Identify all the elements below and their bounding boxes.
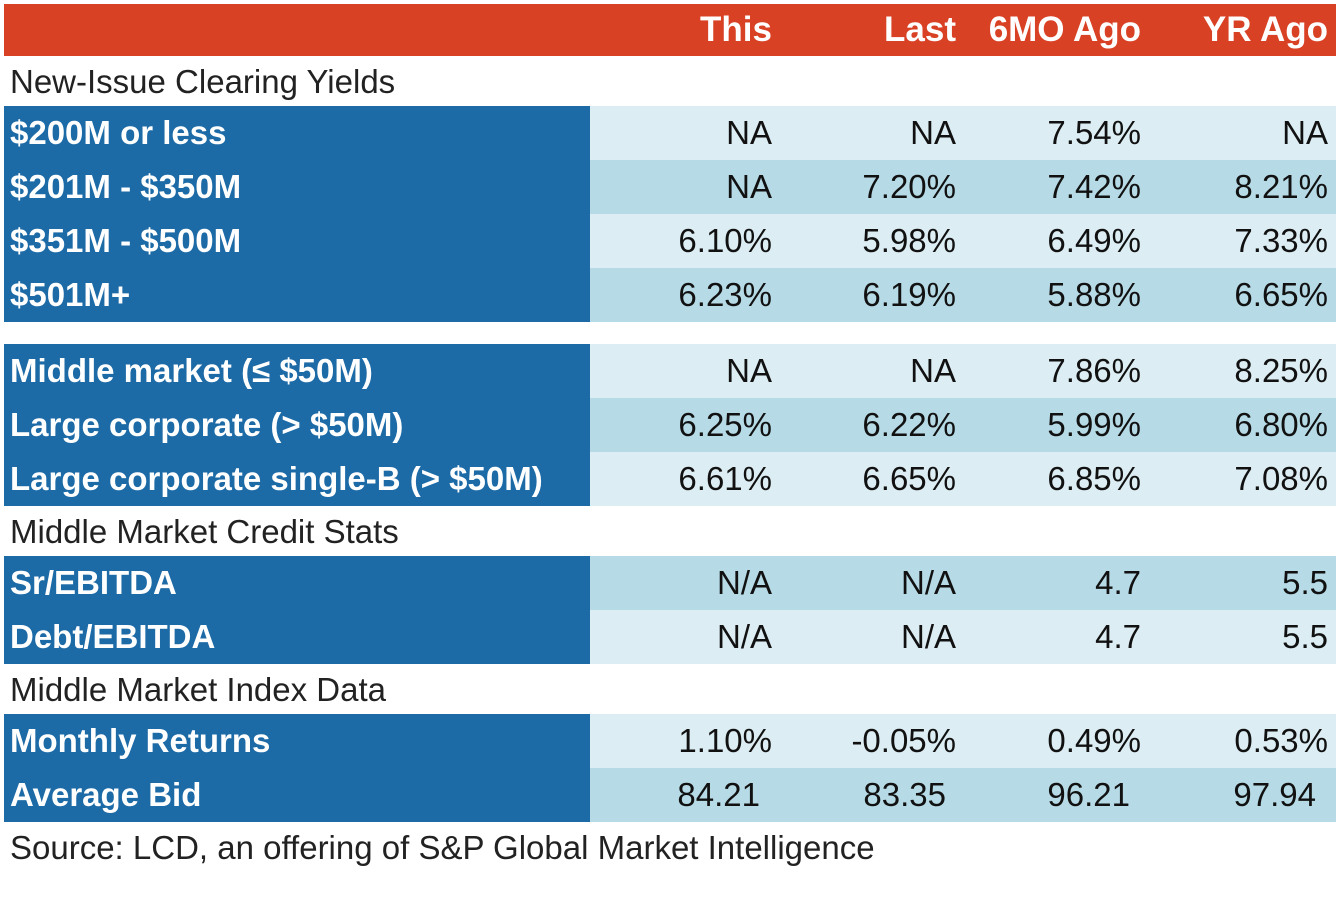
- cell-this-week: 84.21: [677, 776, 760, 813]
- cell-last-week: NA: [910, 114, 956, 151]
- cell-this-week: 6.61%: [678, 460, 772, 497]
- cell-yr-ago: 6.65%: [1234, 276, 1328, 313]
- row-label: $201M - $350M: [4, 160, 590, 214]
- table-row: Debt/EBITDA N/A N/A 4.7 5.5: [4, 610, 1336, 664]
- cell-6mo-ago: 96.21: [1047, 776, 1130, 813]
- cell-last-week: N/A: [900, 564, 956, 601]
- cell-last-week: NA: [910, 352, 956, 389]
- cell-last-week: 5.98%: [862, 222, 956, 259]
- cell-6mo-ago: 6.85%: [1047, 460, 1141, 497]
- column-header-last-week: Last Week: [865, 10, 956, 101]
- row-values: N/A N/A 4.7 5.5: [590, 610, 1336, 664]
- cell-yr-ago: 8.25%: [1234, 352, 1328, 389]
- cell-6mo-ago: 7.42%: [1047, 168, 1141, 205]
- section-title-text: New-Issue Clearing Yields: [10, 63, 396, 100]
- cell-6mo-ago: 4.7: [1095, 564, 1141, 601]
- cell-this-week: NA: [726, 168, 772, 205]
- column-header-this-week: This Week: [681, 10, 772, 101]
- table-row: Average Bid 84.21 83.35 96.21 97.94: [4, 768, 1336, 822]
- row-values: NA NA 7.86% 8.25%: [590, 344, 1336, 398]
- cell-this-week: 6.23%: [678, 276, 772, 313]
- cell-6mo-ago: 7.54%: [1047, 114, 1141, 151]
- cell-6mo-ago: 5.99%: [1047, 406, 1141, 443]
- cell-yr-ago: 8.21%: [1234, 168, 1328, 205]
- cell-yr-ago: NA: [1282, 114, 1328, 151]
- row-label: $200M or less: [4, 106, 590, 160]
- cell-last-week: -0.05%: [851, 722, 956, 759]
- row-values: 1.10% -0.05% 0.49% 0.53%: [590, 714, 1336, 768]
- row-values: N/A N/A 4.7 5.5: [590, 556, 1336, 610]
- table-row: $200M or less NA NA 7.54% NA: [4, 106, 1336, 160]
- cell-yr-ago: 7.08%: [1234, 460, 1328, 497]
- cell-last-week: 7.20%: [862, 168, 956, 205]
- table-row: $501M+ 6.23% 6.19% 5.88% 6.65%: [4, 268, 1336, 322]
- cell-this-week: N/A: [716, 618, 772, 655]
- section-title: Middle Market Index Data: [4, 664, 1336, 714]
- cell-this-week: NA: [726, 352, 772, 389]
- section-title: New-Issue Clearing Yields: [4, 56, 1336, 106]
- cell-this-week: 6.10%: [678, 222, 772, 259]
- cell-last-week: 6.22%: [862, 406, 956, 443]
- table-row: $201M - $350M NA 7.20% 7.42% 8.21%: [4, 160, 1336, 214]
- table-row: Sr/EBITDA N/A N/A 4.7 5.5: [4, 556, 1336, 610]
- cell-yr-ago: 5.5: [1282, 618, 1328, 655]
- cell-last-week: N/A: [900, 618, 956, 655]
- cell-last-week: 6.19%: [862, 276, 956, 313]
- cell-6mo-ago: 5.88%: [1047, 276, 1141, 313]
- row-values: NA 7.20% 7.42% 8.21%: [590, 160, 1336, 214]
- cell-6mo-ago: 7.86%: [1047, 352, 1141, 389]
- cell-yr-ago: 7.33%: [1234, 222, 1328, 259]
- row-label: Debt/EBITDA: [4, 610, 590, 664]
- cell-6mo-ago: 0.49%: [1047, 722, 1141, 759]
- row-label: Large corporate (> $50M): [4, 398, 590, 452]
- cell-last-week: 83.35: [863, 776, 946, 813]
- section-title-text: Middle Market Index Data: [10, 671, 387, 708]
- table-row: Large corporate single-B (> $50M) 6.61% …: [4, 452, 1336, 506]
- row-label: $351M - $500M: [4, 214, 590, 268]
- row-label: $501M+: [4, 268, 590, 322]
- row-label: Large corporate single-B (> $50M): [4, 452, 590, 506]
- table-row: Middle market (≤ $50M) NA NA 7.86% 8.25%: [4, 344, 1336, 398]
- yields-table: This Week Last Week 6MO Ago YR Ago New-I…: [4, 4, 1336, 872]
- column-header-6mo-ago: 6MO Ago: [988, 10, 1141, 49]
- cell-this-week: 6.25%: [678, 406, 772, 443]
- row-values: 6.10% 5.98% 6.49% 7.33%: [590, 214, 1336, 268]
- cell-yr-ago: 97.94: [1233, 776, 1316, 813]
- row-values: 84.21 83.35 96.21 97.94: [590, 768, 1336, 822]
- row-label: Average Bid: [4, 768, 590, 822]
- cell-this-week: N/A: [716, 564, 772, 601]
- cell-6mo-ago: 4.7: [1095, 618, 1141, 655]
- table-row: Monthly Returns 1.10% -0.05% 0.49% 0.53%: [4, 714, 1336, 768]
- cell-this-week: NA: [726, 114, 772, 151]
- cell-yr-ago: 6.80%: [1234, 406, 1328, 443]
- row-label: Middle market (≤ $50M): [4, 344, 590, 398]
- table-row: Large corporate (> $50M) 6.25% 6.22% 5.9…: [4, 398, 1336, 452]
- row-values: 6.25% 6.22% 5.99% 6.80%: [590, 398, 1336, 452]
- cell-6mo-ago: 6.49%: [1047, 222, 1141, 259]
- section-title: Middle Market Credit Stats: [4, 506, 1336, 556]
- cell-last-week: 6.65%: [862, 460, 956, 497]
- cell-yr-ago: 5.5: [1282, 564, 1328, 601]
- row-values: 6.61% 6.65% 6.85% 7.08%: [590, 452, 1336, 506]
- row-label: Monthly Returns: [4, 714, 590, 768]
- cell-this-week: 1.10%: [678, 722, 772, 759]
- row-values: NA NA 7.54% NA: [590, 106, 1336, 160]
- row-values: 6.23% 6.19% 5.88% 6.65%: [590, 268, 1336, 322]
- section-spacer: [4, 322, 1336, 344]
- header-row: This Week Last Week 6MO Ago YR Ago: [4, 4, 1336, 101]
- source-note: Source: LCD, an offering of S&P Global M…: [4, 822, 1336, 872]
- table-row: $351M - $500M 6.10% 5.98% 6.49% 7.33%: [4, 214, 1336, 268]
- source-text: Source: LCD, an offering of S&P Global M…: [10, 829, 875, 866]
- cell-yr-ago: 0.53%: [1234, 722, 1328, 759]
- section-title-text: Middle Market Credit Stats: [10, 513, 399, 550]
- column-header-yr-ago: YR Ago: [1202, 10, 1328, 49]
- row-label: Sr/EBITDA: [4, 556, 590, 610]
